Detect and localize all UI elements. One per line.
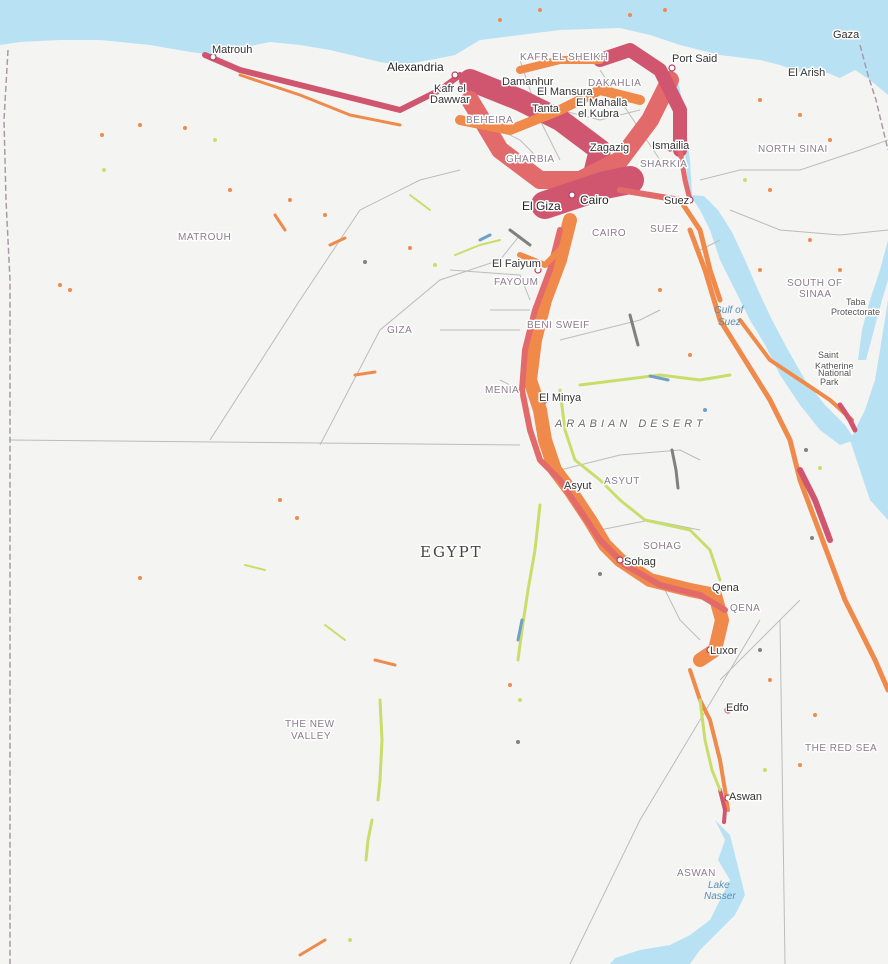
mediterranean-sea [0, 0, 888, 95]
lake-nasser [610, 820, 745, 964]
traffic-points [58, 8, 842, 942]
city-label-el-minya[interactable]: El Minya [538, 391, 584, 406]
gov-label-gharbia: GHARBIA [506, 154, 555, 165]
gov-label-beni-sweif: BENI SWEIF [527, 320, 590, 331]
water-label-gulf-of: Gulf of [714, 305, 745, 316]
gov-label-dakahlia: DAKAHLIA [588, 78, 641, 89]
city-label-kafr-el[interactable]: Kafr el [433, 82, 468, 97]
governorate-borders [9, 59, 888, 964]
gov-label-aswan: ASWAN [677, 868, 716, 879]
city-label-el-faiyum[interactable]: El Faiyum [491, 257, 543, 272]
city-label-alexandria[interactable]: Alexandria [386, 59, 446, 76]
city-label-el-mahalla[interactable]: El Mahalla [575, 96, 630, 111]
gov-label-qena: QENA [730, 603, 760, 614]
gov-label-menia: MENIA [485, 385, 519, 396]
city-label-qena[interactable]: Qena [711, 581, 742, 596]
city-label-aswan[interactable]: Aswan [728, 790, 764, 805]
gov-label-kafr-el-sheikh: KAFR EL SHEIKH [520, 52, 608, 63]
city-label-dawwar[interactable]: Dawwar [429, 93, 472, 108]
gov-label-sharkia: SHARKIA [640, 159, 687, 170]
gov-label-red-sea: THE RED SEA [805, 743, 877, 754]
water-label-nasser: Nasser [704, 891, 736, 902]
city-label-zagazig[interactable]: Zagazig [589, 141, 631, 156]
gulf-of-suez [690, 195, 855, 445]
city-label-tanta[interactable]: Tanta [531, 102, 562, 117]
gov-label-south-of: SOUTH OF [787, 278, 843, 289]
gov-label-giza: GIZA [387, 325, 412, 336]
cairo-core-traffic [531, 166, 644, 219]
water-label-suez: Suez [718, 317, 741, 328]
gov-label-the-new: THE NEW [285, 719, 335, 730]
park-label-katherine-4: Park [820, 377, 839, 387]
libya-border [3, 49, 11, 964]
israel-border [859, 44, 888, 151]
city-label-damanhur[interactable]: Damanhur [501, 75, 556, 90]
city-label-el-mansura[interactable]: El Mansura [536, 85, 596, 100]
traffic-network [202, 43, 888, 957]
gov-label-north-sinai: NORTH SINAI [758, 144, 828, 155]
gov-label-fayoum: FAYOUM [494, 277, 538, 288]
coastal-road [202, 52, 463, 113]
city-label-el-arish[interactable]: El Arish [787, 66, 827, 81]
city-label-sohag[interactable]: Sohag [623, 555, 658, 570]
city-label-port-said[interactable]: Port Said [671, 52, 719, 67]
gov-label-cairo: CAIRO [592, 228, 626, 239]
city-label-el-kubra[interactable]: el Kubra [577, 107, 622, 122]
gov-label-sinaa: SINAA [799, 289, 832, 300]
region-label-arabian-desert: ARABIAN DESERT [554, 418, 707, 430]
desert-road-low [558, 388, 722, 582]
city-label-matrouh[interactable]: Matrouh [211, 43, 254, 58]
gov-label-sohag: SOHAG [643, 541, 682, 552]
city-label-edfo[interactable]: Edfo [725, 701, 751, 716]
gov-label-matrouh: MATROUH [178, 232, 231, 243]
gov-label-suez: SUEZ [650, 224, 679, 235]
park-label-katherine-3: National [818, 368, 851, 378]
country-label-egypt: EGYPT [420, 543, 483, 561]
red-sea-coast-traffic [687, 227, 888, 693]
red-sea [850, 300, 888, 520]
city-label-cairo[interactable]: Cairo [579, 192, 611, 209]
park-label-taba-1: Taba [846, 297, 866, 307]
city-markers [209, 53, 732, 802]
city-label-gaza[interactable]: Gaza [832, 28, 862, 43]
water-label-lake: Lake [708, 880, 730, 891]
city-label-ismailia[interactable]: Ismailia [651, 139, 692, 154]
gov-label-asyut: ASYUT [604, 476, 640, 487]
park-label-katherine-2: Katherine [815, 361, 854, 371]
city-label-suez[interactable]: Suez [663, 194, 691, 209]
park-label-taba-2: Protectorate [831, 307, 880, 317]
city-label-asyut[interactable]: Asyut [563, 479, 594, 494]
city-label-luxor[interactable]: Luxor [709, 644, 740, 659]
gulf-of-aqaba [858, 240, 888, 360]
city-label-el-giza[interactable]: El Giza [521, 198, 563, 215]
park-label-katherine-1: Saint [818, 350, 839, 360]
gov-label-beheira: BEHEIRA [466, 115, 513, 126]
gov-label-valley: VALLEY [291, 731, 331, 742]
